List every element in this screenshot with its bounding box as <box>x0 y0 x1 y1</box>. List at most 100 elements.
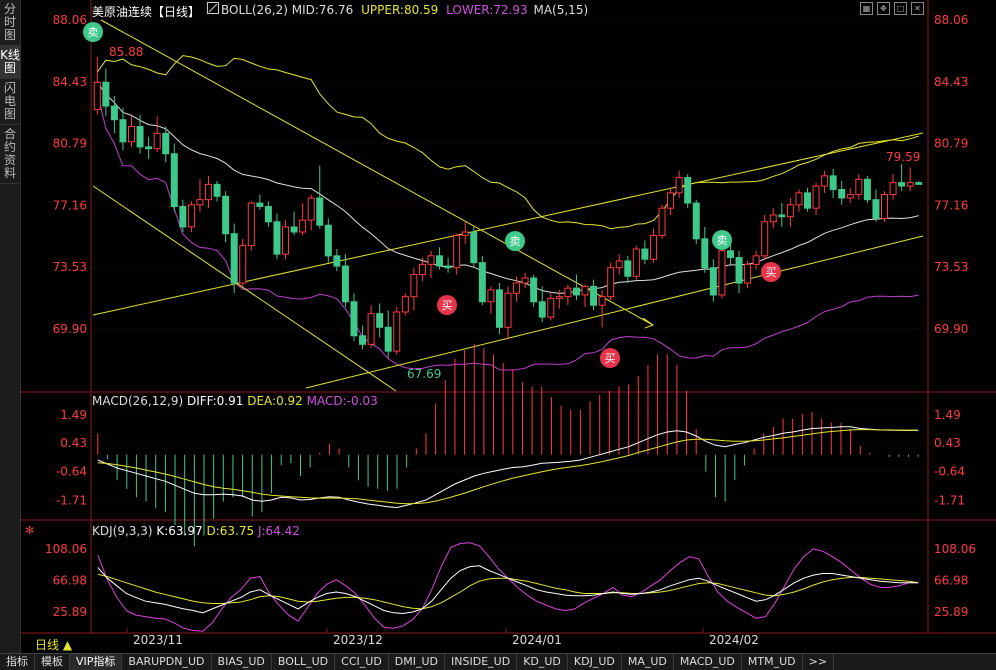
macd-diff-line <box>97 426 919 509</box>
tab-contract-info[interactable]: 合约资料 <box>0 125 20 184</box>
svg-text:买: 买 <box>605 352 616 365</box>
candle-body <box>906 182 914 187</box>
boll-mid-value: MID:76.76 <box>291 3 354 17</box>
candle-body <box>427 255 435 265</box>
candle-body <box>632 248 640 277</box>
macd-value: MACD:-0.03 <box>306 394 378 408</box>
kdj-k-line <box>97 565 919 615</box>
candle-body <box>110 105 118 121</box>
candle-body <box>196 199 204 206</box>
candle-body <box>572 287 580 296</box>
bottom-tab-2[interactable]: VIP指标 <box>70 654 123 670</box>
buy-signal-marker: 买 <box>600 348 620 368</box>
kdj-j-line <box>97 542 919 632</box>
chart-canvas[interactable]: 88.06 88.06 84.43 84.43 80.79 80.79 77.16 77.16… <box>21 0 996 655</box>
candle-body <box>915 182 923 185</box>
macd-axis-label-right: -0.64 <box>934 465 965 479</box>
ma-label: MA(5,15) <box>533 3 589 17</box>
bottom-tab-0[interactable]: 指标 <box>0 654 35 670</box>
kdj-d-value: D:63.75 <box>206 524 255 538</box>
sell-signal-marker: 卖 <box>712 230 732 250</box>
candle-body <box>282 226 290 255</box>
candle-body <box>829 175 837 190</box>
kdj-j-value: J:64.42 <box>257 524 300 538</box>
close-icon[interactable]: ✕ <box>911 2 924 15</box>
candle-body <box>735 257 743 284</box>
candle-body <box>230 233 238 284</box>
candle-body <box>136 126 144 148</box>
bottom-tab-4[interactable]: BIAS_UD <box>212 654 272 670</box>
candle-body <box>436 255 444 267</box>
candle-body <box>701 238 709 269</box>
indicator-toggle-icon[interactable] <box>207 2 221 14</box>
bottom-tab-13[interactable]: MTM_UD <box>742 654 803 670</box>
candle-body <box>444 265 452 269</box>
kdj-k-value: K:63.97 <box>156 524 203 538</box>
candle-body <box>290 226 298 233</box>
maximize-icon[interactable]: □ <box>894 2 907 15</box>
candle-body <box>153 132 161 150</box>
macd-dea-line <box>97 429 919 505</box>
bottom-tab-11[interactable]: MA_UD <box>622 654 674 670</box>
tab-time-chart[interactable]: 分时图 <box>0 0 20 46</box>
candle-body <box>692 202 700 240</box>
kdj-axis-label-right: 108.06 <box>934 542 976 556</box>
candle-body <box>667 192 675 209</box>
bottom-tab-6[interactable]: CCI_UD <box>335 654 389 670</box>
bottom-tab-1[interactable]: 模板 <box>35 654 70 670</box>
macd-axis-label-left: -1.71 <box>56 493 87 507</box>
candle-body <box>778 214 786 218</box>
candle-body <box>641 248 649 260</box>
bottom-tab-7[interactable]: DMI_UD <box>389 654 446 670</box>
candle-body <box>752 255 760 265</box>
date-axis-label: 2023/12 <box>333 633 383 647</box>
trendline <box>92 132 924 316</box>
candle-body <box>367 313 375 345</box>
bottom-toolbar: 指标 模板 VIP指标 BARUPDN_UD BIAS_UD BOLL_UD CCI_UD D… <box>0 653 996 670</box>
bottom-tab-12[interactable]: MACD_UD <box>674 654 742 670</box>
bottom-tab-14[interactable]: >> <box>803 654 835 670</box>
tab-kline-chart[interactable]: K线图 <box>0 46 20 79</box>
chart-header: 美原油连续【日线】 <box>92 3 200 20</box>
candle-body <box>803 192 811 209</box>
bottom-tab-8[interactable]: INSIDE_UD <box>445 654 518 670</box>
bottom-tab-10[interactable]: KDJ_UD <box>568 654 622 670</box>
period-selector[interactable]: 日线 ▲ <box>35 636 72 653</box>
candle-body <box>145 146 153 150</box>
candle-body <box>341 265 349 303</box>
price-axis-label-right: 88.06 <box>934 13 968 27</box>
bottom-tab-9[interactable]: KD_UD <box>517 654 568 670</box>
svg-text:买: 买 <box>442 299 453 312</box>
move-icon[interactable]: ✥ <box>877 2 890 15</box>
buy-signal-marker: 买 <box>761 262 781 282</box>
chart-area[interactable]: 88.06 88.06 84.43 84.43 80.79 80.79 77.16 77.16… <box>21 0 996 655</box>
svg-text:卖: 卖 <box>717 234 728 247</box>
kdj-settings-icon[interactable]: ✻ <box>25 524 35 537</box>
grid-icon[interactable]: ▦ <box>860 2 873 15</box>
boll-upper-value: UPPER:80.59 <box>361 3 439 17</box>
candle-body <box>324 224 332 257</box>
bottom-tab-3[interactable]: BARUPDN_UD <box>122 654 212 670</box>
candle-body <box>881 194 888 219</box>
candle-body <box>615 260 623 269</box>
candle-body <box>564 287 572 298</box>
candle-body <box>239 245 247 284</box>
candle-body <box>872 199 880 219</box>
candle-body <box>598 296 606 306</box>
macd-axis-label-right: 1.49 <box>934 408 961 422</box>
candle-body <box>658 207 666 236</box>
candle-body <box>119 119 127 143</box>
bottom-tab-5[interactable]: BOLL_UD <box>272 654 336 670</box>
price-axis-label-right: 80.79 <box>934 137 968 151</box>
candle-body <box>187 204 195 228</box>
candle-body <box>350 301 358 337</box>
price-recent-high-label: 79.59 <box>886 150 920 164</box>
candle-body <box>744 263 752 284</box>
candle-body <box>256 202 264 207</box>
candle-body <box>547 297 555 318</box>
tab-flash-chart[interactable]: 闪电图 <box>0 79 20 125</box>
candle-body <box>495 289 503 328</box>
kdj-axis-label-left: 25.89 <box>53 605 87 619</box>
caret-up-icon: ▲ <box>62 638 73 652</box>
candle-body <box>726 250 734 259</box>
